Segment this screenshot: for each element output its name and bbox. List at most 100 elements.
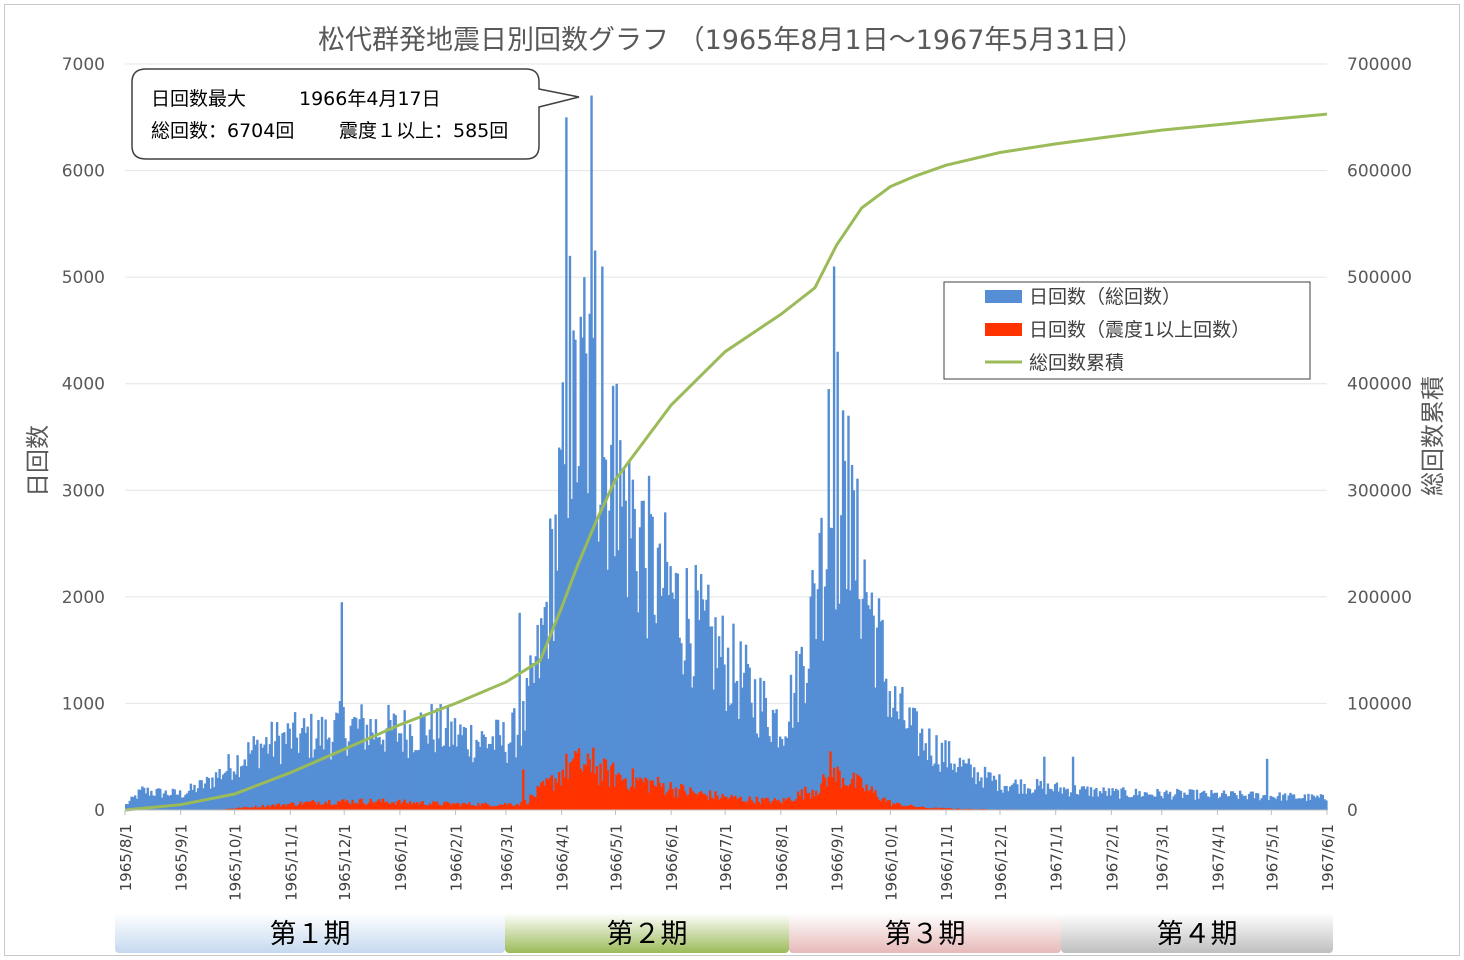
intensity-count-bar <box>507 803 511 810</box>
intensity-count-bar <box>570 761 573 810</box>
total-count-bar <box>834 609 838 810</box>
intensity-count-bar <box>389 804 392 810</box>
intensity-count-bar <box>552 790 556 810</box>
intensity-count-bar <box>448 803 451 810</box>
right-tick-label: 0 <box>1347 801 1358 821</box>
intensity-count-bar <box>859 777 863 810</box>
intensity-count-bar <box>906 805 909 810</box>
intensity-count-bar <box>525 804 529 810</box>
total-count-bar <box>1265 758 1269 810</box>
total-count-bar <box>901 687 904 810</box>
total-count-bar <box>739 641 742 810</box>
total-count-bar <box>635 571 638 810</box>
callout-max-label: 日回数最大 <box>151 88 246 110</box>
total-count-bar <box>385 728 388 810</box>
intensity-count-bar <box>231 808 234 810</box>
intensity-count-bar <box>796 791 800 810</box>
intensity-count-bar <box>820 783 823 810</box>
intensity-count-bar <box>656 776 660 810</box>
intensity-count-bar <box>928 808 931 810</box>
total-count-bar <box>162 793 166 810</box>
intensity-count-bar <box>545 778 548 810</box>
intensity-count-bar <box>520 801 523 810</box>
intensity-count-bar <box>331 804 335 810</box>
intensity-count-bar <box>559 785 563 810</box>
intensity-count-bar <box>358 799 361 810</box>
intensity-count-bar <box>669 782 672 810</box>
total-count-bar <box>1061 793 1064 810</box>
intensity-count-bar <box>840 787 843 810</box>
intensity-count-bar <box>937 808 940 810</box>
total-count-bar <box>852 490 856 810</box>
total-count-bar <box>198 780 202 810</box>
total-count-bar <box>435 708 439 810</box>
total-count-bar <box>1206 796 1210 810</box>
period-label-3: 第３期 <box>885 919 966 950</box>
total-count-bar <box>315 738 318 810</box>
total-count-bar <box>324 719 327 810</box>
total-count-bar <box>408 724 412 810</box>
intensity-count-bar <box>407 803 410 810</box>
total-count-bar <box>681 674 685 810</box>
total-count-bar <box>207 778 211 810</box>
x-tick-label: 1966/6/1 <box>663 824 681 891</box>
left-axis-ticks: 0 1000 2000 3000 4000 5000 6000 7000 <box>62 55 105 821</box>
intensity-count-bar <box>354 802 358 810</box>
total-count-bar <box>1132 795 1136 810</box>
total-count-bar <box>796 722 800 810</box>
total-count-bar <box>707 584 710 810</box>
chart-title: 松代群発地震日別回数グラフ （1965年8月1日～1967年5月31日） <box>318 25 1144 56</box>
intensity-count-bar <box>836 766 839 810</box>
intensity-count-bar <box>326 803 329 810</box>
intensity-count-bar <box>238 807 241 810</box>
total-count-bar <box>248 753 252 810</box>
total-count-bar <box>1224 793 1227 810</box>
intensity-count-bar <box>473 805 476 810</box>
total-count-bar <box>671 592 674 810</box>
total-count-bar <box>1219 796 1222 810</box>
total-count-bar <box>656 547 660 810</box>
intensity-count-bar <box>446 802 450 810</box>
total-count-bar <box>462 726 466 810</box>
total-count-bar <box>1053 784 1057 810</box>
intensity-count-bar <box>646 779 649 810</box>
left-tick-label: 4000 <box>62 375 105 395</box>
total-count-bar <box>1023 783 1026 810</box>
total-count-bar <box>200 780 203 810</box>
total-count-bar <box>511 712 514 810</box>
total-count-bar <box>1010 784 1014 810</box>
intensity-count-bar <box>962 808 965 810</box>
x-tick-label: 1966/4/1 <box>554 824 572 891</box>
total-count-bar <box>132 797 135 810</box>
intensity-count-bar <box>602 758 606 810</box>
intensity-count-bar <box>412 802 415 810</box>
total-count-bar <box>575 482 579 810</box>
total-count-bar <box>550 529 554 810</box>
total-count-bar <box>590 95 593 811</box>
total-count-bar <box>349 725 352 810</box>
total-count-bar <box>1077 794 1080 810</box>
total-count-bar <box>1262 795 1265 810</box>
intensity-count-bar <box>374 802 378 810</box>
total-count-bar <box>308 757 311 810</box>
total-count-bar <box>477 741 480 810</box>
total-count-bar <box>1026 788 1030 810</box>
left-tick-label: 2000 <box>62 588 105 608</box>
intensity-count-bar <box>829 751 832 810</box>
total-count-bar <box>816 589 820 810</box>
intensity-count-bar <box>827 776 830 810</box>
intensity-count-bar <box>396 801 399 810</box>
intensity-count-bar <box>493 805 496 810</box>
total-count-bar <box>412 752 415 810</box>
intensity-count-bar <box>766 797 769 810</box>
intensity-count-bar <box>708 790 712 810</box>
total-count-bar <box>568 255 572 810</box>
legend: 日回数（総回数） 日回数（震度1以上回数） 総回数累積 <box>943 281 1311 380</box>
intensity-count-bar <box>814 790 818 810</box>
total-count-bar <box>601 266 604 810</box>
total-count-bar <box>236 755 239 810</box>
total-count-bar <box>351 718 354 810</box>
total-count-bar <box>708 626 712 810</box>
intensity-count-bar <box>613 786 617 810</box>
intensity-count-bar <box>581 771 584 810</box>
